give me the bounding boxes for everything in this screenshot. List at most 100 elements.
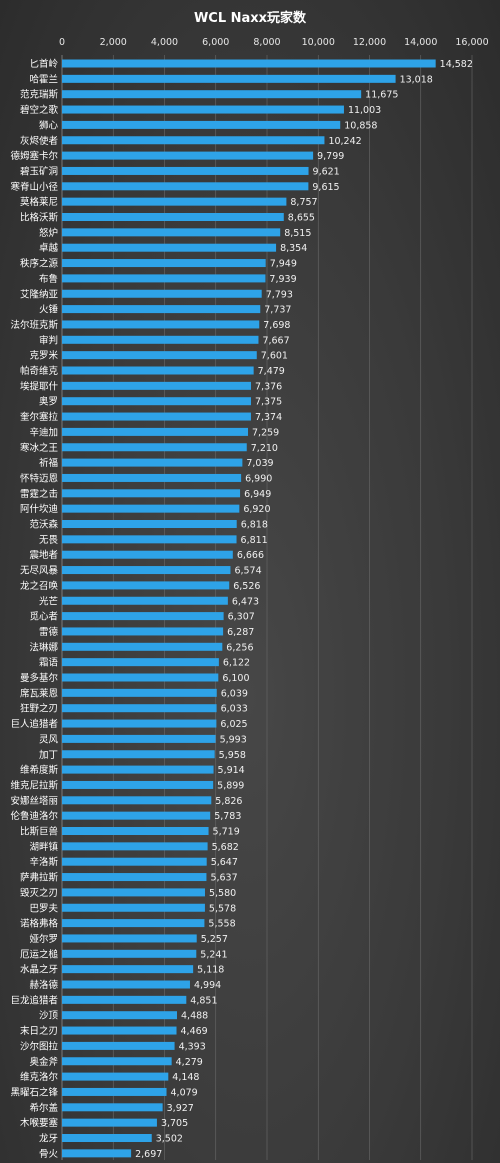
bar (62, 1072, 169, 1081)
data-label: 5,682 (212, 842, 239, 853)
category-label: 龙牙 (39, 1133, 58, 1145)
bar (62, 412, 251, 421)
data-label: 6,574 (234, 566, 261, 577)
data-label: 7,667 (262, 335, 289, 346)
category-label: 范沃森 (29, 519, 58, 531)
category-label: 厄运之槌 (20, 948, 59, 960)
bar (62, 74, 396, 83)
category-label: 莫格莱尼 (20, 196, 58, 208)
bar (62, 1057, 172, 1066)
bar (62, 550, 233, 559)
category-label: 黑曜石之锋 (10, 1086, 58, 1098)
category-label: 辛洛斯 (29, 856, 58, 868)
category-label: 木喉要塞 (20, 1117, 59, 1129)
data-label: 5,783 (214, 811, 241, 822)
category-label: 克罗米 (29, 350, 58, 362)
data-label: 5,558 (208, 919, 235, 930)
bar (62, 520, 237, 528)
data-label: 7,601 (261, 351, 288, 362)
category-label: 巨人追猎者 (10, 718, 58, 730)
bar (62, 197, 287, 206)
bar (62, 335, 259, 344)
category-label: 奎尔塞拉 (20, 411, 59, 423)
bar (62, 750, 215, 759)
x-tick-label: 8,000 (253, 37, 280, 48)
bar (62, 965, 194, 974)
data-label: 7,939 (269, 274, 296, 285)
data-label: 7,039 (246, 458, 273, 469)
category-label: 末日之刃 (20, 1025, 58, 1037)
category-labels: 匕首岭哈霍兰范克瑞斯碧空之歌狮心灰烬使者德姆塞卡尔碧玉矿洞寒脊山小径莫格莱尼比格… (10, 58, 58, 1160)
category-label: 范克瑞斯 (20, 89, 59, 101)
category-label: 比格沃斯 (20, 212, 59, 224)
bar (62, 949, 197, 958)
bar (62, 289, 262, 298)
category-label: 寒冰之王 (20, 442, 59, 454)
data-label: 7,479 (258, 366, 285, 377)
bar (62, 1134, 152, 1142)
bar (62, 658, 219, 667)
category-label: 灵风 (39, 734, 59, 745)
bar (62, 612, 224, 621)
data-label: 3,927 (167, 1103, 194, 1114)
data-label: 3,705 (161, 1118, 188, 1129)
category-label: 奥金斧 (29, 1056, 58, 1068)
bar (62, 535, 237, 544)
data-label: 6,473 (232, 596, 259, 607)
x-tick-label: 12,000 (353, 37, 386, 48)
category-label: 沙尔图拉 (20, 1040, 59, 1052)
category-label: 寒脊山小径 (10, 181, 58, 193)
data-label: 5,719 (213, 827, 240, 838)
data-label: 5,580 (209, 888, 236, 899)
bar (62, 228, 281, 237)
data-label: 7,259 (252, 427, 279, 438)
bar (62, 274, 266, 283)
data-label: 6,990 (245, 473, 272, 484)
bar (62, 489, 241, 498)
category-label: 审判 (39, 334, 58, 346)
data-label: 7,949 (270, 259, 297, 270)
category-label: 维克洛尔 (20, 1071, 59, 1083)
category-label: 灰烬使者 (20, 135, 58, 147)
category-label: 卓越 (39, 242, 59, 254)
bar (62, 1041, 175, 1050)
category-label: 水晶之牙 (20, 964, 58, 976)
bar (62, 366, 254, 375)
data-label: 5,578 (209, 903, 236, 914)
bar (62, 243, 277, 252)
category-label: 震地者 (29, 549, 58, 561)
data-label: 8,757 (290, 197, 317, 208)
bar (62, 673, 219, 682)
x-tick-label: 16,000 (455, 37, 488, 48)
category-label: 法琳娜 (29, 641, 58, 653)
data-label: 7,698 (263, 320, 290, 331)
category-label: 沙顶 (39, 1011, 59, 1022)
bar (62, 704, 217, 713)
data-label: 6,287 (227, 627, 254, 638)
bar (62, 1026, 177, 1035)
bar (62, 811, 211, 820)
bar (62, 182, 309, 191)
grid-lines (61, 55, 473, 1160)
category-label: 德姆塞卡尔 (10, 150, 58, 162)
data-label: 4,079 (171, 1087, 198, 1098)
data-label: 4,393 (179, 1041, 206, 1052)
bar (62, 566, 231, 575)
data-label: 7,375 (255, 397, 282, 408)
category-label: 加丁 (39, 750, 58, 761)
bar (62, 734, 216, 743)
data-label: 10,858 (344, 120, 377, 131)
category-label: 法尔班克斯 (10, 319, 58, 331)
bar (62, 627, 224, 636)
bar (62, 688, 217, 697)
x-tick-label: 4,000 (151, 37, 178, 48)
category-label: 布鲁 (39, 273, 58, 285)
category-label: 艾隆纳亚 (20, 288, 59, 300)
bars (62, 59, 436, 1158)
bar (62, 320, 260, 329)
data-label: 5,826 (215, 796, 242, 807)
data-label: 5,993 (220, 734, 247, 745)
category-label: 巴罗夫 (29, 902, 58, 914)
category-label: 奥罗 (39, 396, 58, 408)
